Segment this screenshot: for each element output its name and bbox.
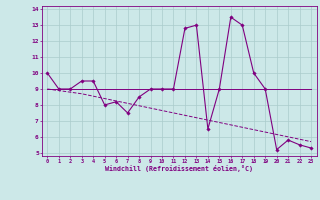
X-axis label: Windchill (Refroidissement éolien,°C): Windchill (Refroidissement éolien,°C) [105, 165, 253, 172]
